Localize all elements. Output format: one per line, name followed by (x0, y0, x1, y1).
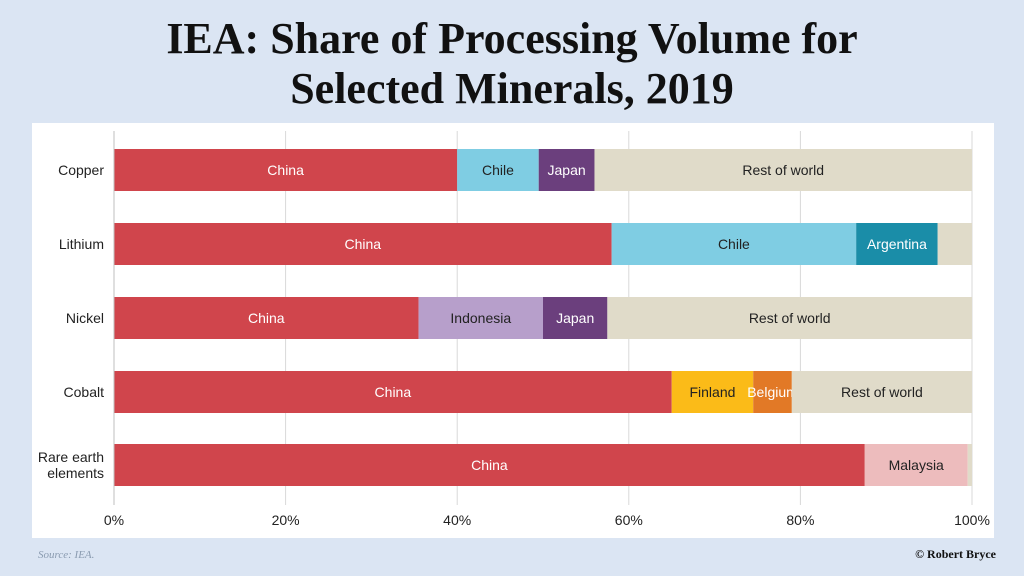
bar-segment-belgium (753, 371, 792, 413)
segment-label: Rest of world (742, 162, 824, 178)
x-tick-label: 20% (272, 512, 300, 528)
bar-segment-china (114, 223, 612, 265)
x-tick-label: 60% (615, 512, 643, 528)
source-note: Source: IEA. (38, 549, 95, 561)
bar-segment-rest-of-world (607, 297, 972, 339)
bar-segment-chile (457, 149, 539, 191)
chart-panel: 0% 20% 40% 60% 80% 100% Copper China Chile Japan R… (32, 123, 994, 538)
bar-segment-malaysia (864, 444, 968, 486)
bar-segment-china (114, 371, 672, 413)
x-tick-label: 80% (786, 512, 814, 528)
segment-label: Indonesia (450, 310, 511, 326)
segment-label: China (267, 162, 304, 178)
bar-segment-rest-of-world (594, 149, 972, 191)
segment-label: Japan (556, 310, 594, 326)
segment-label: China (248, 310, 285, 326)
bar-segment-china (114, 444, 865, 486)
segment-label: Chile (718, 236, 750, 252)
segment-label: China (345, 236, 382, 252)
bar-segment-finland (671, 371, 754, 413)
bar-segment-china (114, 149, 458, 191)
segment-label: China (375, 384, 412, 400)
category-label: Nickel (66, 310, 104, 326)
segment-label: China (471, 457, 508, 473)
category-label: Rare earth (38, 449, 104, 465)
category-label: Lithium (59, 236, 104, 252)
stacked-bar-chart: 0% 20% 40% 60% 80% 100% Copper China Chile Japan R… (38, 131, 990, 528)
credit-text: © Robert Bryce (915, 547, 996, 561)
segment-label: Chile (482, 162, 514, 178)
segment-label: Belgium (747, 384, 798, 400)
bar-segment-japan (538, 149, 595, 191)
x-tick-label: 40% (443, 512, 471, 528)
bar-segment-rest-of-world (967, 444, 972, 486)
bar-segment-china (114, 297, 419, 339)
bar-segment-indonesia (418, 297, 543, 339)
bar-segment-chile (611, 223, 857, 265)
x-tick-label: 100% (954, 512, 990, 528)
segment-label: Argentina (867, 236, 927, 252)
segment-label: Rest of world (749, 310, 831, 326)
segment-label: Malaysia (889, 457, 944, 473)
x-tick-label: 0% (104, 512, 124, 528)
bar-segment-japan (543, 297, 608, 339)
bar-segment-rest-of-world (937, 223, 972, 265)
segment-label: Finland (689, 384, 735, 400)
category-label: Copper (58, 162, 104, 178)
segment-label: Japan (548, 162, 586, 178)
bar-segment-argentina (856, 223, 938, 265)
category-label: Cobalt (64, 384, 105, 400)
slide-title-line-2: Selected Minerals, 2019 (290, 64, 734, 113)
category-label: elements (47, 465, 104, 481)
segment-label: Rest of world (841, 384, 923, 400)
bar-segment-rest-of-world (791, 371, 972, 413)
slide-title-line-1: IEA: Share of Processing Volume for (166, 14, 858, 63)
slide-title: IEA: Share of Processing Volume for Sele… (0, 14, 1024, 114)
